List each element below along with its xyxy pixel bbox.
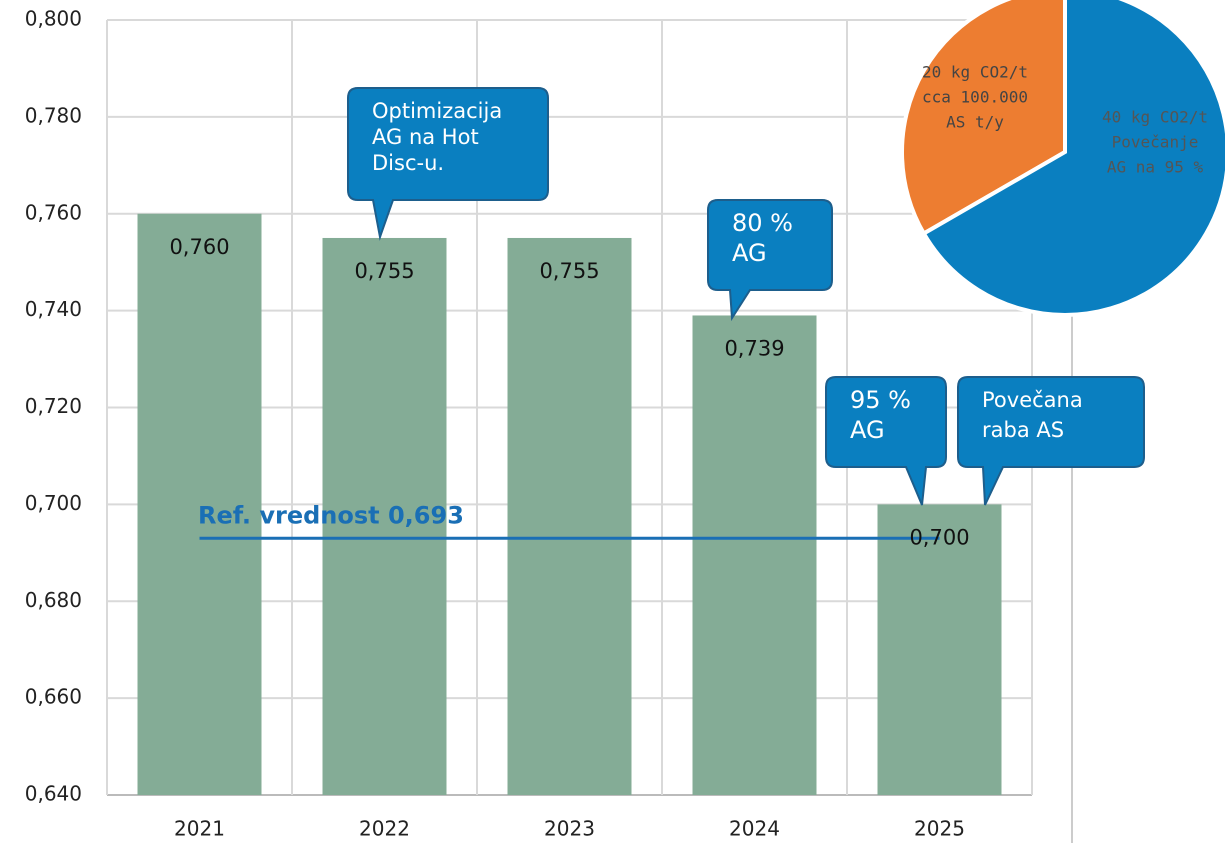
pie-label: Povečanje — [1112, 133, 1199, 152]
value-label: 0,700 — [909, 525, 969, 549]
y-tick-label: 0,740 — [25, 297, 82, 321]
callout-box — [707, 199, 833, 322]
bar — [137, 213, 262, 795]
pie-label: AG na 95 % — [1107, 158, 1204, 177]
y-tick-label: 0,780 — [25, 103, 82, 127]
bar-chart: 0,640 0,660 0,680 0,700 0,720 0,740 0,760 0,780… — [25, 7, 1145, 841]
value-label: 0,755 — [354, 259, 414, 283]
callout-text: raba AS — [982, 418, 1064, 442]
callout-box — [347, 87, 549, 241]
x-tick-label: 2023 — [544, 817, 595, 841]
callout-text: Optimizacija — [372, 99, 502, 123]
callout-text: 80 % — [732, 209, 793, 237]
reference-label: Ref. vrednost 0,693 — [198, 501, 464, 529]
y-tick-label: 0,680 — [25, 588, 82, 612]
x-tick-label: 2021 — [174, 817, 225, 841]
bar — [692, 315, 817, 795]
callout-text: AG na Hot — [372, 125, 479, 149]
pie-slice — [921, 0, 1225, 317]
value-label: 0,760 — [169, 235, 229, 259]
x-tick-label: 2022 — [359, 817, 410, 841]
callout-box — [957, 376, 1145, 506]
callout-text: AG — [732, 239, 767, 267]
pie-chart: 20 kg CO2/t cca 100.000 AS t/y 40 kg CO2/t P… — [900, 0, 1225, 317]
bar — [507, 237, 632, 795]
pie-label: 20 kg CO2/t — [922, 63, 1028, 82]
x-tick-label: 2024 — [729, 817, 780, 841]
callout-text: Disc-u. — [372, 151, 444, 175]
pie-label: 40 kg CO2/t — [1102, 108, 1208, 127]
value-label: 0,739 — [724, 336, 784, 360]
bar — [877, 504, 1002, 795]
callout-text: AG — [850, 416, 885, 444]
y-tick-label: 0,760 — [25, 200, 82, 224]
y-tick-label: 0,720 — [25, 394, 82, 418]
callout-text: Povečana — [982, 388, 1083, 412]
y-tick-label: 0,700 — [25, 491, 82, 515]
y-tick-label: 0,640 — [25, 782, 82, 806]
bar — [322, 237, 447, 795]
value-label: 0,755 — [539, 259, 599, 283]
x-tick-label: 2025 — [914, 817, 965, 841]
pie-label: cca 100.000 — [922, 88, 1028, 107]
callout-text: 95 % — [850, 386, 911, 414]
pie-label: AS t/y — [946, 113, 1004, 132]
callout-box — [825, 376, 947, 506]
y-tick-label: 0,660 — [25, 685, 82, 709]
y-tick-label: 0,800 — [25, 7, 82, 31]
